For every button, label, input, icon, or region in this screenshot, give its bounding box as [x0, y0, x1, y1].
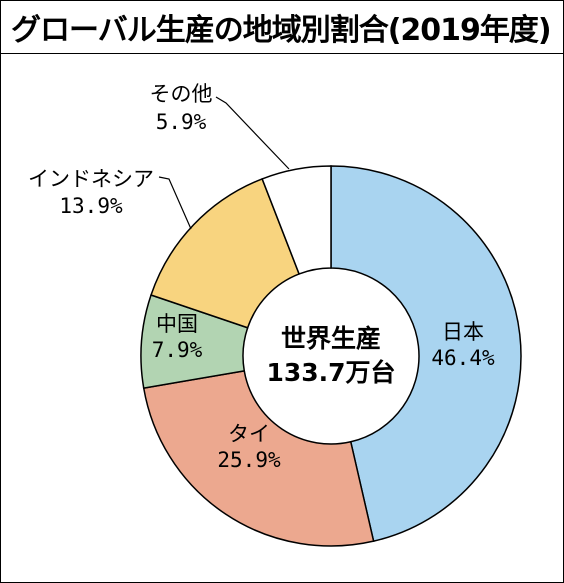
- slices-group: [140, 165, 522, 547]
- center-label: 世界生産 133.7万台: [266, 324, 395, 387]
- slice-4-leader-line: [215, 96, 290, 170]
- slice-0-value-label: 46.4%: [431, 346, 495, 370]
- slice-0: [330, 165, 522, 543]
- slice-3-name-label: インドネシア: [28, 167, 154, 191]
- slice-2-name-label: 中国: [156, 312, 198, 336]
- slice-3: [150, 177, 301, 329]
- slice-4: [261, 165, 332, 275]
- slice-2-value-label: 7.9%: [152, 338, 203, 362]
- slice-3-leader-line: [158, 176, 192, 230]
- center-label-line-1: 世界生産: [281, 324, 381, 353]
- slice-4-name-label: その他: [150, 82, 213, 106]
- slice-3-value-label: 13.9%: [59, 194, 123, 218]
- slice-4-value-label: 5.9%: [156, 110, 207, 134]
- slice-0-name-label: 日本: [442, 320, 484, 344]
- slice-1: [142, 369, 375, 547]
- leader-lines: [158, 96, 290, 230]
- title-divider: [1, 53, 563, 54]
- slice-1-value-label: 25.9%: [217, 448, 281, 472]
- chart-title: グローバル生産の地域別割合(2019年度): [11, 13, 552, 48]
- slice-1-name-label: タイ: [228, 422, 270, 446]
- center-label-line-2: 133.7万台: [266, 358, 395, 387]
